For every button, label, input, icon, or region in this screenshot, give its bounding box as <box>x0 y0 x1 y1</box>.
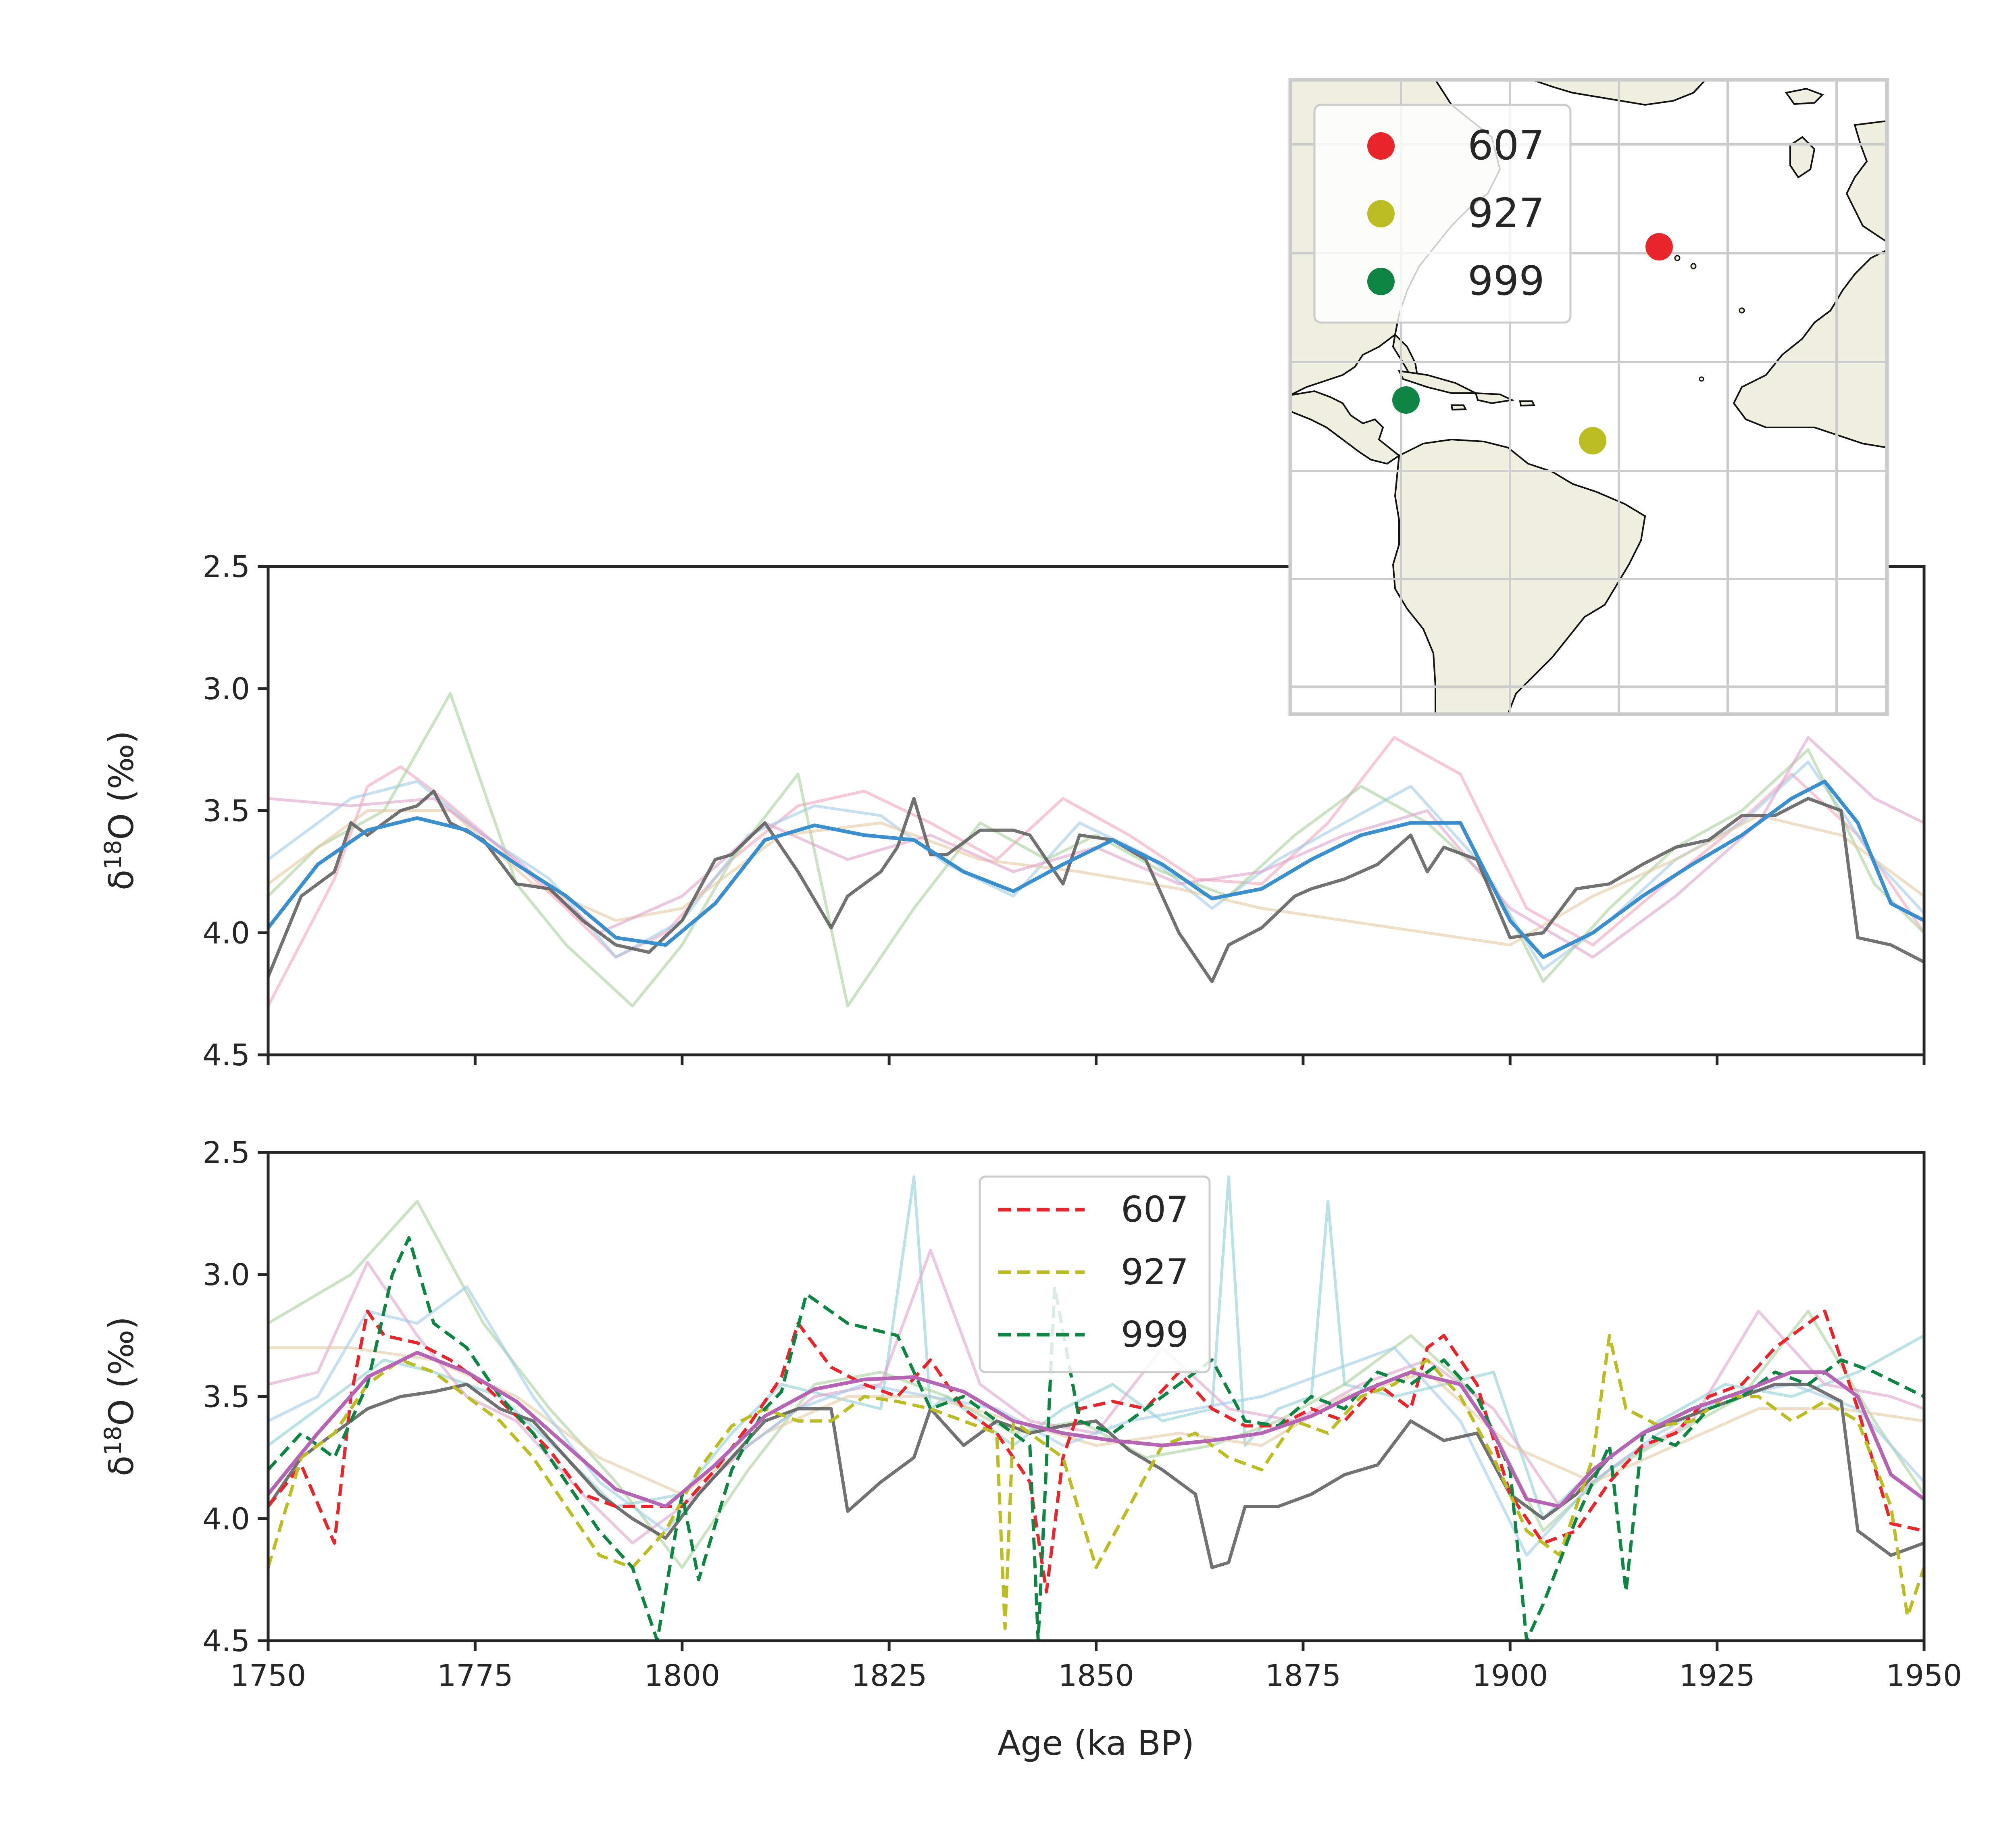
cape-verde-island <box>1699 376 1704 382</box>
map-site-999 <box>1392 386 1420 414</box>
bottom-xtick-label: 1850 <box>1058 1658 1134 1693</box>
top-ytick-label: 4.0 <box>202 916 250 950</box>
bottom-xtick-label: 1825 <box>851 1658 927 1693</box>
top-ylabel-delta: δ <box>102 870 141 890</box>
top-faint-2-line <box>268 736 1924 1007</box>
top-series-group <box>268 692 1924 1008</box>
bottom-xtick-label: 1925 <box>1679 1658 1755 1693</box>
top-ylabel: δ18O (‰) <box>99 731 141 890</box>
bottom-x-ticks: 1750 1775 1800 1825 1850 1875 1900 1925 1950 <box>230 1641 1962 1693</box>
legend-label-999: 999 <box>1121 1314 1189 1355</box>
map-legend-label-999: 999 <box>1468 257 1545 304</box>
bottom-series-927-line <box>268 1334 1924 1630</box>
top-x-ticks <box>267 1055 1926 1065</box>
puerto-rico <box>1519 400 1536 407</box>
bottom-xtick-label: 1900 <box>1472 1658 1548 1693</box>
map-site-607 <box>1645 233 1673 260</box>
bottom-xtick-label: 1875 <box>1265 1658 1341 1693</box>
top-y-ticks: 2.5 3.0 3.5 4.0 4.5 <box>202 550 268 1073</box>
map-legend-marker-607 <box>1367 132 1395 160</box>
africa <box>1733 249 1887 449</box>
bottom-ytick-label: 4.0 <box>202 1502 250 1536</box>
bottom-ytick-label: 4.5 <box>202 1624 250 1658</box>
south-america-landmass <box>1392 438 1646 714</box>
central-america <box>1290 390 1401 465</box>
iceland <box>1785 87 1824 105</box>
canary-island <box>1739 307 1745 314</box>
hispaniola <box>1475 392 1515 404</box>
bottom-ylabel-rest: O (‰) <box>102 1317 141 1426</box>
map-legend-marker-927 <box>1367 200 1395 227</box>
bottom-ytick-label: 3.0 <box>202 1258 250 1292</box>
map-legend: 607 927 999 <box>1313 104 1572 324</box>
top-ytick-label: 3.0 <box>202 672 250 706</box>
top-mean-0-line <box>268 779 1924 959</box>
map-site-927 <box>1579 427 1606 454</box>
bottom-xtick-label: 1800 <box>644 1658 720 1693</box>
bottom-y-ticks: 2.5 3.0 3.5 4.0 4.5 <box>202 1135 268 1658</box>
top-panel: 2.5 3.0 3.5 4.0 4.5 δ18O (‰) <box>99 550 1926 1073</box>
bottom-xtick-label: 1775 <box>437 1658 513 1693</box>
europe <box>1845 120 1887 243</box>
cuba <box>1397 370 1476 394</box>
bottom-faint-7-line <box>268 1248 1924 1545</box>
british-isles <box>1789 136 1816 179</box>
azores-island-1 <box>1674 255 1681 261</box>
bottom-faint-8-line <box>268 1346 1924 1496</box>
bottom-xlabel: Age (ka BP) <box>998 1723 1194 1763</box>
map-frame <box>1288 78 1889 716</box>
bottom-series-607-line <box>268 1309 1924 1594</box>
inset-map: 607 927 999 <box>1288 78 1889 716</box>
bottom-ytick-label: 3.5 <box>202 1380 250 1415</box>
bottom-ylabel-sup: 18 <box>99 1426 127 1456</box>
map-legend-label-927: 927 <box>1468 190 1545 237</box>
azores-island-2 <box>1690 263 1697 269</box>
bottom-panel: 2.5 3.0 3.5 4.0 4.5 1750 1775 1800 1825 1850 1875… <box>99 1135 1962 1763</box>
bottom-legend: 607 927 999 <box>979 1175 1211 1373</box>
legend-label-607: 607 <box>1121 1189 1189 1230</box>
bottom-legend-box <box>979 1175 1211 1373</box>
bottom-ytick-label: 2.5 <box>202 1135 250 1170</box>
bottom-mean-3-line <box>268 1351 1924 1508</box>
map-legend-marker-999 <box>1367 268 1395 295</box>
top-ylabel-sup: 18 <box>99 840 127 870</box>
top-faint-4-line <box>268 692 1924 1008</box>
bottom-ylabel-delta: δ <box>102 1456 141 1476</box>
top-ylabel-rest: O (‰) <box>102 731 141 840</box>
bottom-ylabel: δ18O (‰) <box>99 1317 141 1476</box>
bottom-xtick-label: 1950 <box>1886 1658 1962 1693</box>
top-ytick-label: 4.5 <box>202 1038 250 1073</box>
legend-label-927: 927 <box>1121 1251 1189 1293</box>
bottom-xtick-label: 1750 <box>230 1658 306 1693</box>
jamaica <box>1450 404 1467 411</box>
map-legend-label-607: 607 <box>1468 122 1545 169</box>
top-ytick-label: 2.5 <box>202 550 250 584</box>
top-ytick-label: 3.5 <box>202 794 250 829</box>
